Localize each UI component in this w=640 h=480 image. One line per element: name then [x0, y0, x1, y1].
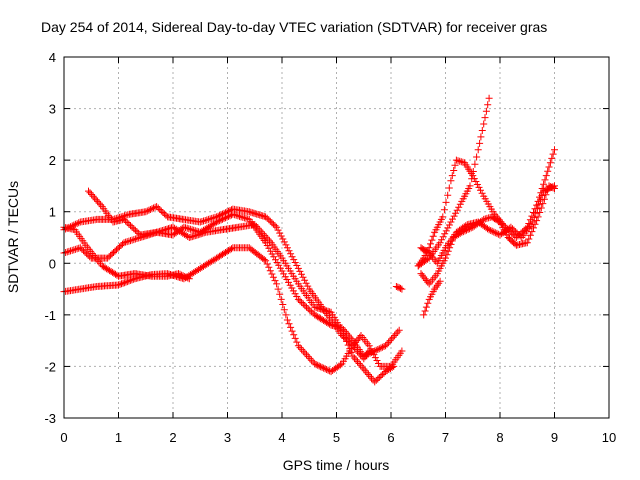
chart-title: Day 254 of 2014, Sidereal Day-to-day VTE…	[41, 19, 547, 35]
series-track-i	[414, 94, 493, 270]
y-tick-label: -3	[44, 411, 56, 426]
y-tick-label: 2	[49, 153, 56, 168]
marker-trace	[417, 182, 558, 288]
marker-trace	[414, 94, 493, 270]
ticks: 0 1 2 3 4 5 6 7 8 9 10 -3 -2 -1 0 1 2 3 4	[44, 50, 616, 445]
series-track-j	[420, 277, 444, 319]
series-track-h	[417, 182, 558, 288]
x-tick-label: 6	[387, 430, 394, 445]
x-tick-label: 4	[278, 430, 285, 445]
x-tick-label: 2	[169, 430, 176, 445]
series-track-k	[392, 283, 406, 293]
plot-frame	[63, 56, 610, 419]
y-tick-label: 4	[49, 50, 56, 65]
marker-trace	[392, 283, 406, 293]
y-tick-label: 1	[49, 205, 56, 220]
y-tick-label: -2	[44, 359, 56, 374]
x-tick-label: 0	[60, 430, 67, 445]
marker-trace	[420, 277, 444, 319]
x-tick-label: 8	[496, 430, 503, 445]
series-track-f	[414, 146, 558, 270]
x-tick-label: 7	[442, 430, 449, 445]
marker-trace	[60, 244, 406, 376]
x-tick-label: 10	[602, 430, 616, 445]
y-tick-label: -1	[44, 308, 56, 323]
x-tick-label: 3	[224, 430, 231, 445]
y-tick-label: 0	[49, 256, 56, 271]
marker-trace	[414, 146, 558, 270]
y-axis-label: SDTVAR / TECUs	[5, 181, 21, 293]
series-track-a	[60, 244, 406, 376]
x-tick-label: 1	[115, 430, 122, 445]
grid	[64, 57, 609, 418]
x-tick-label: 9	[551, 430, 558, 445]
x-tick-label: 5	[333, 430, 340, 445]
y-tick-label: 3	[49, 102, 56, 117]
data-points	[60, 94, 558, 386]
x-axis-label: GPS time / hours	[283, 457, 390, 473]
